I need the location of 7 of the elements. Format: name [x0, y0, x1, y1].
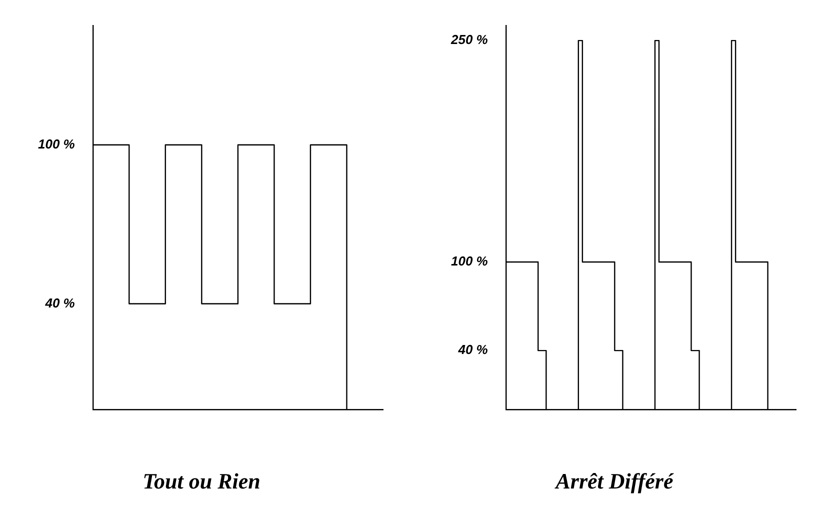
y-tick-label: 40 % [44, 295, 76, 310]
y-tick-label: 250 % [450, 32, 488, 48]
text: Arrêt Différé [554, 468, 674, 494]
text: Tout ou Rien [142, 468, 260, 494]
y-tick-label: 100 % [450, 254, 488, 269]
y-tick-label: 100 % [38, 136, 76, 152]
y-tick-label: 40 % [457, 342, 488, 358]
